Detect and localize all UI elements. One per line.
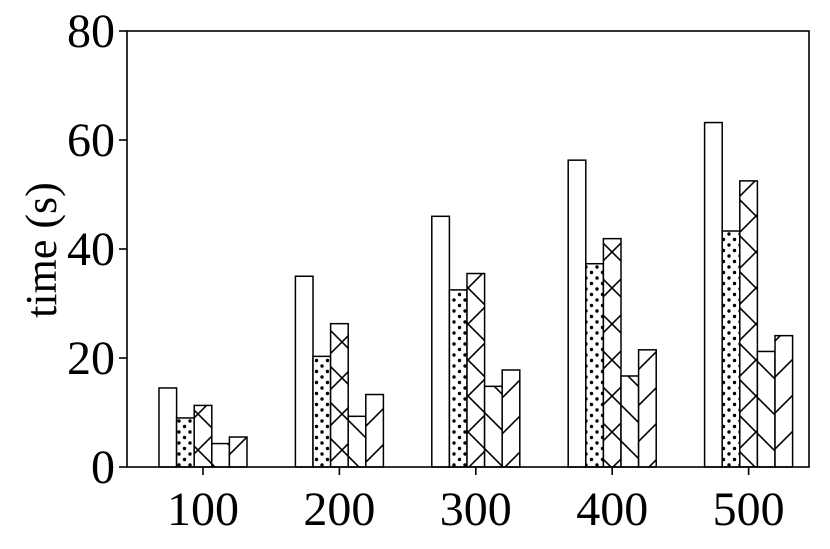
bar-100-series-2: [175, 417, 195, 468]
bar-200-series-1: [294, 275, 314, 468]
x-tick-label: 100: [167, 483, 239, 536]
y-tick-label: 20: [67, 332, 115, 385]
bar-400-series-1: [567, 159, 587, 468]
y-axis: 0 20 40 60 80: [67, 5, 127, 494]
bar-400-series-2: [585, 262, 605, 468]
y-tick-label: 0: [91, 441, 115, 494]
bar-200-series-2: [312, 355, 332, 468]
bar-100-series-1: [158, 387, 178, 468]
bar-200-series-5: [365, 393, 385, 468]
bar-300-series-4: [483, 385, 503, 468]
y-axis-title: time (s): [17, 182, 66, 318]
bar-300-series-2: [448, 289, 468, 468]
y-tick-label: 80: [67, 5, 115, 58]
x-tick-label: 500: [713, 483, 785, 536]
bar-300-series-3: [466, 272, 486, 468]
bar-300-series-5: [501, 369, 521, 468]
y-tick-label: 40: [67, 223, 115, 276]
bar-100-series-5: [228, 436, 248, 468]
bar-500-series-2: [721, 230, 741, 468]
x-tick-label: 400: [576, 483, 648, 536]
bar-500-series-5: [774, 334, 794, 468]
bar-400-series-4: [620, 375, 640, 468]
bar-200-series-3: [329, 322, 349, 468]
bar-100-series-4: [211, 442, 231, 468]
bar-300-series-1: [431, 215, 451, 468]
bar-100-series-3: [193, 404, 213, 468]
plot-frame: [126, 30, 810, 468]
bar-400-series-3: [602, 237, 622, 468]
bar-500-series-4: [756, 350, 776, 468]
x-axis: 100 200 300 400 500: [167, 467, 785, 536]
bar-400-series-5: [637, 349, 657, 468]
bars-group: [158, 121, 794, 468]
y-tick-label: 60: [67, 114, 115, 167]
bar-200-series-4: [347, 415, 367, 468]
bar-500-series-3: [739, 180, 759, 468]
bar-500-series-1: [703, 121, 723, 468]
x-tick-label: 200: [303, 483, 375, 536]
x-tick-label: 300: [440, 483, 512, 536]
